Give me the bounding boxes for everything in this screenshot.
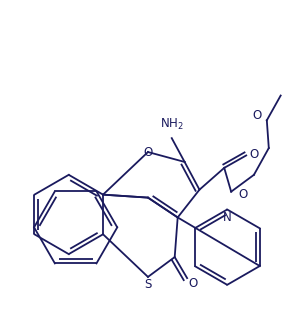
Text: O: O [188,277,197,290]
Text: O: O [143,145,153,158]
Text: NH$_2$: NH$_2$ [160,117,184,132]
Text: N: N [223,211,231,224]
Text: O: O [249,148,259,162]
Text: S: S [144,278,152,291]
Text: O: O [253,109,262,122]
Text: O: O [238,188,247,201]
